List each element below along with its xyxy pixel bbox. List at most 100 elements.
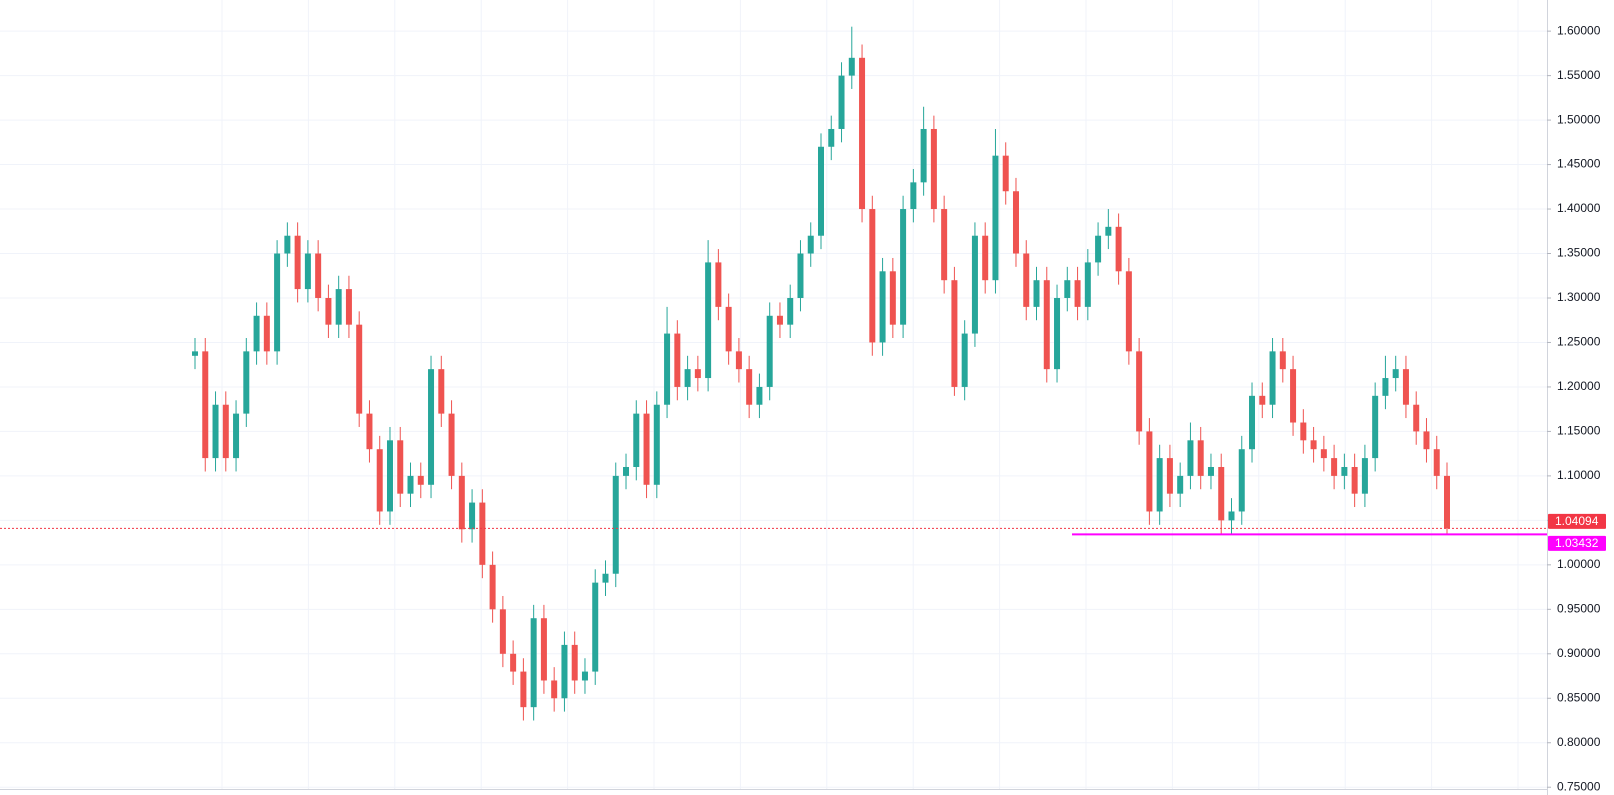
candle-body	[1146, 431, 1153, 512]
candle-body	[910, 182, 917, 210]
candle-body	[828, 128, 835, 147]
candle-body	[1228, 511, 1235, 521]
candle-body	[684, 369, 691, 387]
candle-body	[1433, 449, 1440, 476]
candle-body	[1054, 297, 1061, 370]
candle-body	[417, 475, 424, 485]
candle-body	[212, 404, 219, 459]
y-tick-label: 1.45000	[1557, 157, 1601, 171]
candle-body	[643, 413, 650, 485]
candle-body	[304, 253, 311, 290]
candle-body	[428, 369, 435, 485]
candle-body	[961, 333, 968, 387]
candle-body	[982, 235, 989, 281]
candle-body	[971, 235, 978, 334]
candle-body	[694, 369, 701, 379]
candle-body	[941, 209, 948, 281]
candle-body	[253, 315, 260, 352]
candle-body	[992, 155, 999, 281]
candle-body	[1177, 475, 1184, 494]
candle-body	[848, 57, 855, 76]
candle-body	[838, 75, 845, 129]
candle-body	[715, 262, 722, 307]
candle-body	[900, 209, 907, 325]
y-tick-label: 1.15000	[1557, 424, 1601, 438]
y-tick-label: 0.95000	[1557, 601, 1601, 615]
candle-body	[1064, 280, 1071, 298]
candle-body	[664, 333, 671, 405]
candle-body	[592, 582, 599, 672]
candle-body	[345, 289, 352, 325]
candle-body	[233, 413, 240, 459]
price-label-bg	[1548, 535, 1606, 551]
y-tick-label: 1.25000	[1557, 335, 1601, 349]
y-tick-label: 1.35000	[1557, 246, 1601, 260]
candle-body	[725, 306, 732, 352]
candle-body	[1197, 440, 1204, 476]
candle-body	[1125, 271, 1132, 352]
candle-body	[1156, 458, 1163, 512]
price-label: 1.04094	[1555, 514, 1599, 528]
candle-body	[756, 386, 763, 405]
candle-body	[202, 351, 209, 459]
candle-body	[448, 413, 455, 476]
candle-body	[930, 128, 937, 210]
candle-body	[869, 209, 876, 343]
y-tick-label: 1.00000	[1557, 557, 1601, 571]
candle-body	[1043, 280, 1050, 370]
candle-body	[766, 315, 773, 387]
candle-body	[920, 128, 927, 183]
candle-body	[1033, 280, 1040, 307]
candle-body	[458, 475, 465, 530]
candle-body	[1115, 226, 1122, 272]
y-tick-label: 1.55000	[1557, 68, 1601, 82]
y-tick-label: 0.80000	[1557, 735, 1601, 749]
price-label: 1.03432	[1555, 536, 1599, 550]
candle-body	[581, 671, 588, 681]
candle-body	[469, 502, 476, 530]
candle-body	[510, 653, 517, 672]
candle-body	[623, 466, 630, 476]
candle-body	[705, 262, 712, 379]
candle-body	[366, 413, 373, 450]
candle-body	[1413, 404, 1420, 432]
candle-body	[1392, 369, 1399, 379]
candle-body	[397, 440, 404, 494]
candle-body	[1166, 458, 1173, 494]
candle-body	[1300, 422, 1307, 441]
candle-body	[325, 297, 332, 325]
candle-body	[243, 351, 250, 414]
candle-body	[633, 413, 640, 467]
candle-body	[1423, 431, 1430, 450]
candle-body	[499, 609, 506, 654]
candle-body	[1331, 458, 1338, 476]
candle-body	[438, 369, 445, 414]
y-tick-label: 1.60000	[1557, 23, 1601, 37]
y-tick-label: 1.20000	[1557, 379, 1601, 393]
candle-body	[294, 235, 301, 290]
candle-body	[1444, 475, 1450, 529]
candle-body	[520, 671, 527, 708]
candle-body	[1012, 191, 1019, 254]
candle-body	[879, 271, 886, 343]
candle-body	[1207, 466, 1214, 476]
candle-body	[386, 440, 393, 512]
candle-body	[818, 146, 824, 236]
candle-body	[1320, 449, 1327, 459]
candle-body	[1136, 351, 1143, 432]
candle-body	[222, 404, 229, 459]
y-tick-label: 0.85000	[1557, 690, 1601, 704]
candle-body	[192, 351, 198, 356]
candle-body	[1402, 369, 1409, 405]
candle-body	[1341, 466, 1348, 476]
candle-body	[1310, 440, 1317, 450]
candle-body	[540, 618, 547, 681]
candle-body	[612, 475, 619, 574]
candle-body	[1084, 262, 1091, 307]
candle-body	[1361, 458, 1368, 494]
y-tick-label: 1.30000	[1557, 290, 1601, 304]
candle-body	[1105, 226, 1112, 236]
candle-body	[1372, 395, 1379, 459]
